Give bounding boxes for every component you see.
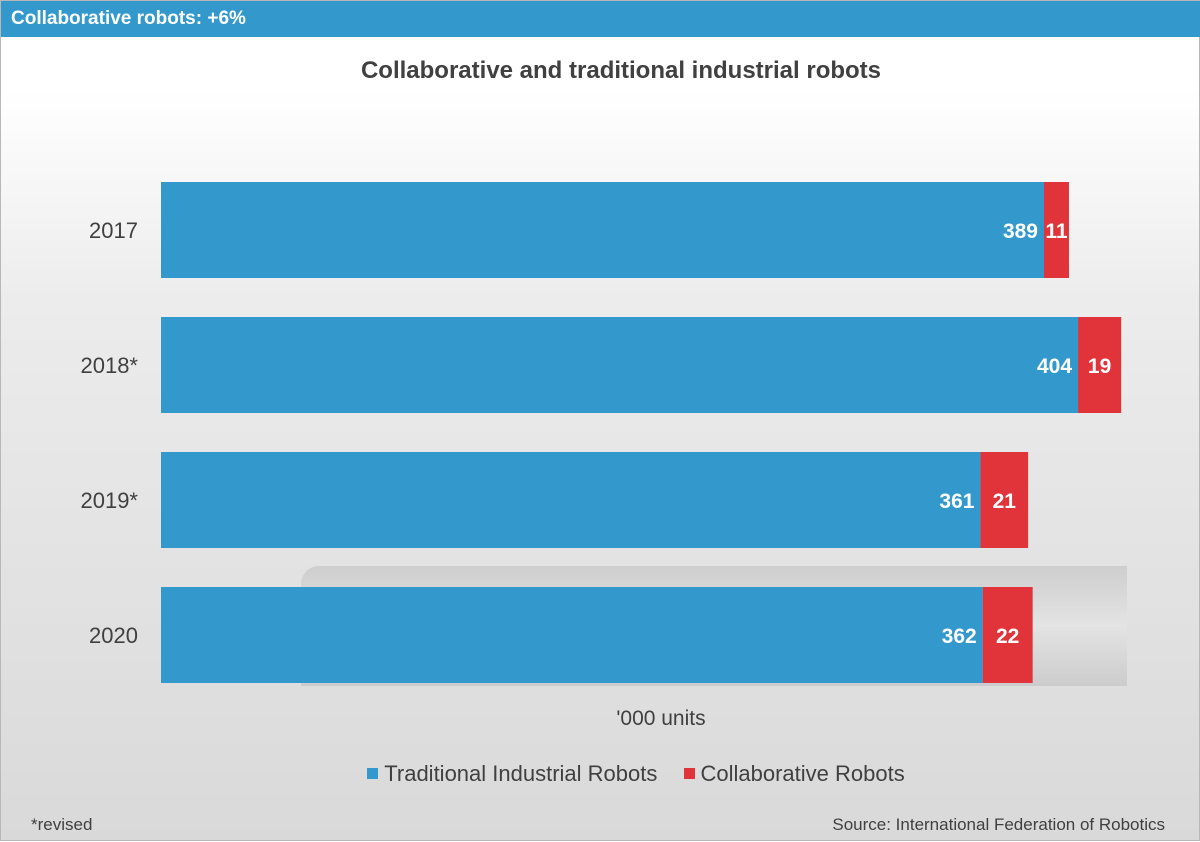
data-label-collaborative: 22 [996, 625, 1019, 648]
legend-swatch-traditional [367, 768, 379, 779]
bar-collaborative [1044, 182, 1069, 278]
data-label-traditional: 389 [1003, 220, 1038, 243]
header-bar: Collaborative robots: +6% [1, 1, 1200, 37]
category-label: 2020 [89, 623, 138, 648]
legend-label-traditional: Traditional Industrial Robots [384, 760, 658, 786]
data-label-traditional: 362 [942, 625, 977, 648]
source-note: Source: International Federation of Robo… [832, 815, 1165, 834]
unit-label: '000 units [616, 707, 706, 730]
bar-traditional [161, 182, 1044, 278]
legend-swatch-collaborative [683, 768, 695, 779]
revised-footnote: *revised [31, 815, 93, 834]
legend-label-collaborative: Collaborative Robots [700, 760, 905, 786]
bar-collaborative [980, 452, 1029, 548]
header-title: Collaborative robots: +6% [11, 8, 246, 29]
legend-item-collaborative: Collaborative Robots [683, 760, 905, 787]
category-label: 2017 [89, 218, 138, 243]
category-label: 2018* [80, 353, 138, 378]
bar-collaborative [1078, 317, 1122, 413]
bar-traditional [161, 587, 983, 683]
data-label-collaborative: 19 [1088, 355, 1111, 378]
data-label-collaborative: 11 [1045, 220, 1068, 243]
legend: Traditional Industrial Robots Collaborat… [1, 759, 1200, 787]
bar-traditional [161, 452, 981, 548]
legend-item-traditional: Traditional Industrial Robots [367, 761, 657, 787]
chart-title: Collaborative and traditional industrial… [360, 57, 882, 84]
data-label-traditional: 361 [939, 490, 974, 513]
data-label-traditional: 404 [1037, 355, 1072, 378]
bar-collaborative [982, 587, 1033, 683]
category-label: 2019* [80, 488, 138, 513]
bar-traditional [161, 317, 1079, 413]
data-label-collaborative: 21 [993, 490, 1017, 513]
